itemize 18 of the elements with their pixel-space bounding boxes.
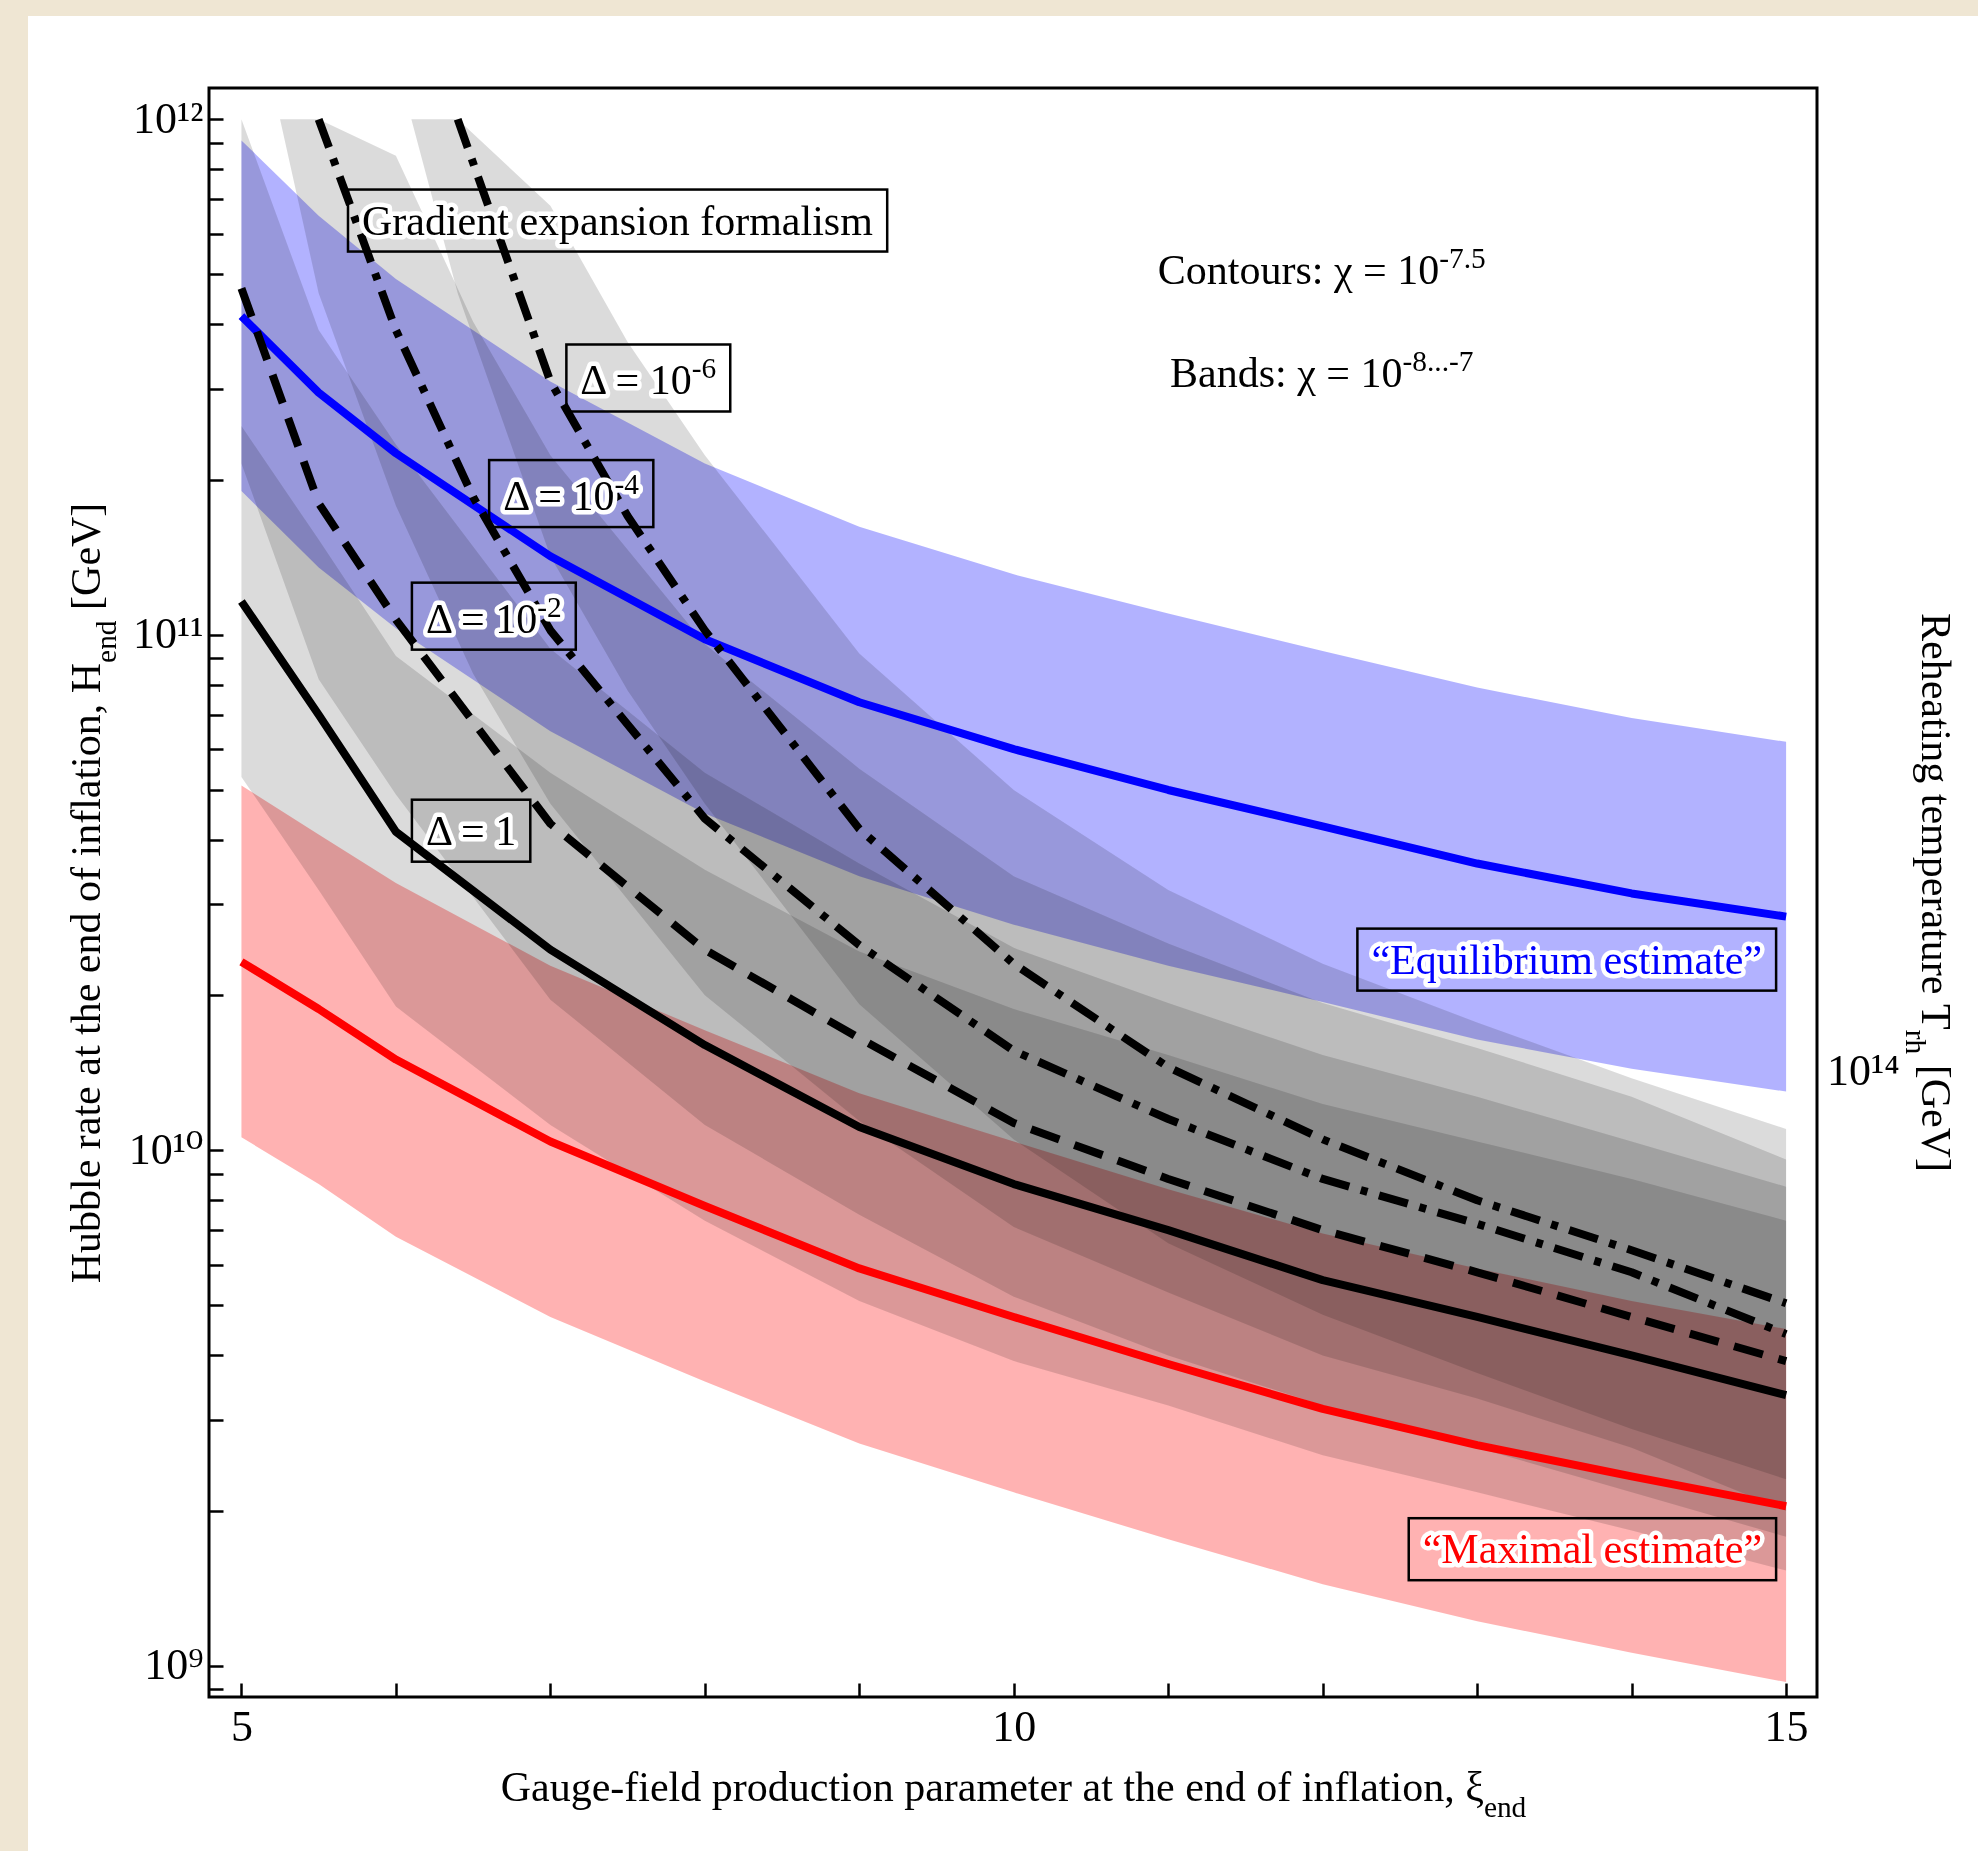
x-tick-label: 5 bbox=[230, 1701, 253, 1751]
annotation: Δ = 10$^{-2}$ bbox=[425, 590, 562, 642]
series-label: “Maximal estimate” bbox=[1422, 1526, 1763, 1573]
y-tick-label: 10⁹ bbox=[144, 1640, 204, 1690]
x-tick-label: 10 bbox=[992, 1701, 1037, 1751]
annotation: Gradient expansion formalism bbox=[361, 197, 874, 244]
x-tick-label: 15 bbox=[1764, 1701, 1809, 1751]
text: 10¹⁴ bbox=[1827, 1046, 1900, 1096]
annotation: Δ = 1 bbox=[425, 807, 517, 854]
annotation: Δ = 10$^{-6}$ bbox=[580, 352, 717, 404]
annotation: Δ = 10$^{-4}$ bbox=[503, 468, 640, 520]
annotation: Bands: χ = 10$^{-8...-7}$ bbox=[1169, 345, 1474, 397]
series-label: “Equilibrium estimate” bbox=[1371, 936, 1763, 983]
annotation: Contours: χ = 10$^{-7.5}$ bbox=[1157, 242, 1486, 294]
x-axis-title: Gauge-field production parameter at the end of inflation, ξ$_{end}$ bbox=[500, 1763, 1527, 1823]
y-tick-label: 10¹² bbox=[133, 93, 204, 143]
y-tick-label: 10¹⁰ bbox=[128, 1124, 204, 1174]
y-tick-label: 10¹¹ bbox=[133, 609, 204, 659]
